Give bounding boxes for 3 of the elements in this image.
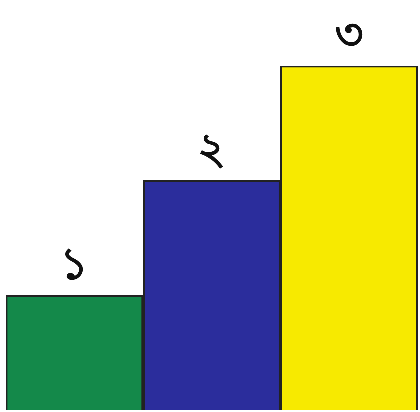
- data-label: ২: [198, 124, 226, 176]
- data-label: ১: [60, 238, 90, 290]
- data-label: ৩: [334, 9, 364, 60]
